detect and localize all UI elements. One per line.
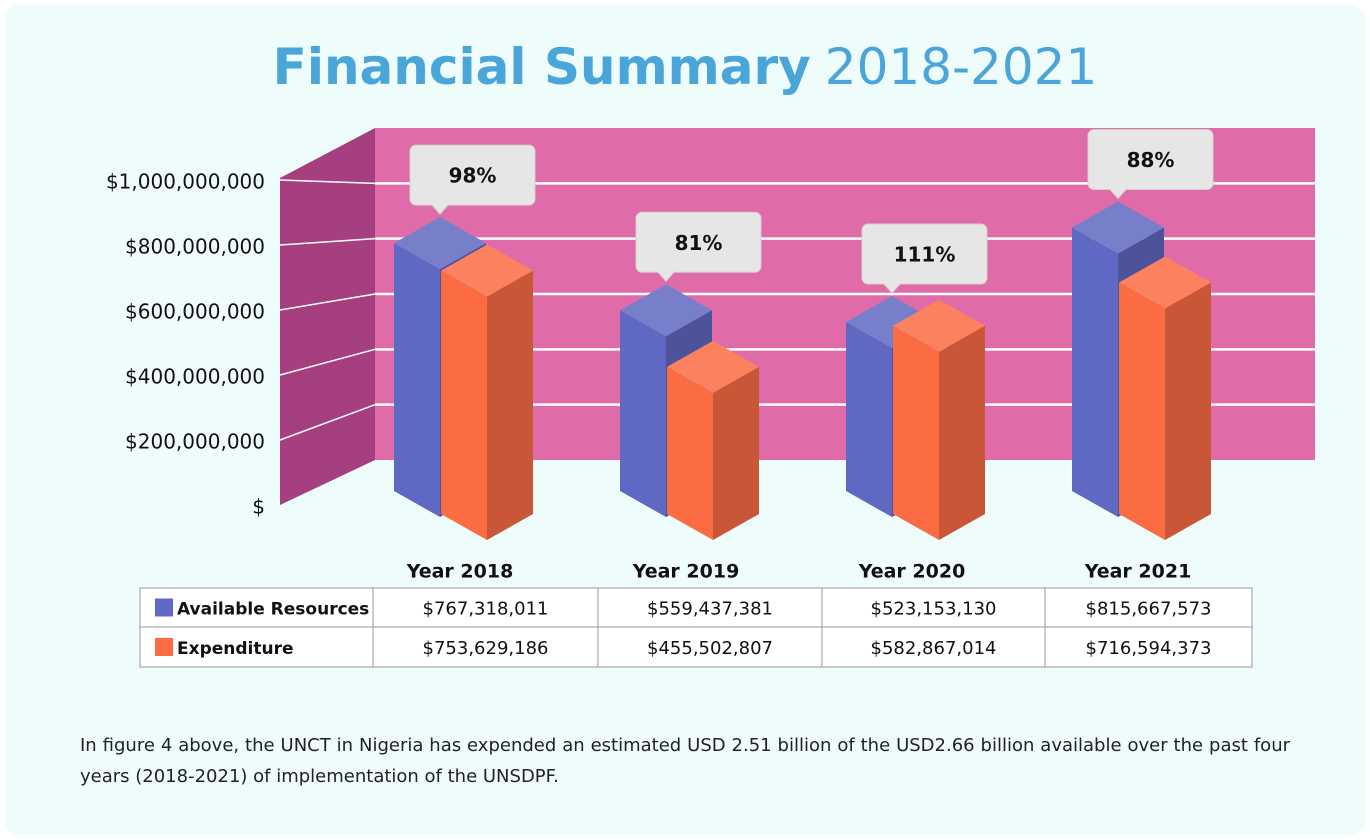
bar-top-face [620,284,712,337]
table-value: $767,318,011 [423,599,549,620]
bar-top-face [893,299,985,352]
side-grid-line [279,179,376,185]
bar-left-face [1072,227,1118,517]
table-value: $753,629,186 [423,638,549,659]
bar-right-face [1165,282,1211,540]
bar-left-face [394,243,440,517]
title-main: Financial Summary [273,38,811,96]
legend-swatch [155,598,173,617]
table-value: $559,437,381 [647,599,773,620]
bar-top-face [1072,201,1164,254]
bar [667,340,759,540]
x-tick-label: Year 2021 [1084,561,1192,583]
bar-left-face [893,325,939,540]
side-grid-line [279,237,376,246]
chart: Financial Summary 2018-2021 $ $200,000,000… [106,38,1315,668]
bar [1119,256,1211,540]
table-value: $582,867,014 [871,638,997,659]
percent-label: 98% [449,164,497,188]
bar-left-face [1119,282,1165,540]
bar-right-face [713,366,759,540]
legend-swatch [155,638,173,656]
callout [861,223,988,294]
bar-left-face [667,366,713,540]
bar-top-face [1119,256,1211,309]
caption: In figure 4 above, the UNCT in Nigeria h… [80,735,1290,787]
x-tick-label: Year 2018 [406,561,514,583]
y-tick-label: $400,000,000 [125,365,265,389]
title-years: 2018-2021 [825,38,1098,96]
callout [409,144,536,215]
percent-label: 111% [894,243,956,267]
y-tick-label: $ [252,495,265,519]
bar-left-face [620,310,666,517]
x-tick-label: Year 2019 [632,561,740,583]
side-grid-line [279,293,376,311]
bar-right-face [939,325,985,540]
y-tick-label: $600,000,000 [125,300,265,324]
bar-top-face [441,244,533,297]
y-tick-label: $800,000,000 [125,235,265,259]
callout [1087,129,1214,200]
bar-left-face [846,322,892,517]
legend-label: Available Resources [177,600,369,620]
callout [635,211,762,283]
table-value: $815,667,573 [1086,599,1212,620]
bar-right-face [487,270,533,540]
bar [893,299,985,540]
bar-top-face [667,340,759,393]
x-tick-label: Year 2020 [858,561,966,583]
side-grid-line [279,348,376,376]
chart-title: Financial Summary 2018-2021 [273,38,1098,96]
bar [441,244,533,540]
legend-label: Expenditure [177,639,294,659]
bar-top-face [394,217,486,270]
y-tick-label: $1,000,000,000 [106,170,265,194]
percent-label: 88% [1127,148,1175,172]
table-value: $716,594,373 [1086,638,1212,659]
table-value: $523,153,130 [871,599,997,620]
bar-left-face [441,270,487,540]
percent-label: 81% [675,231,723,255]
side-grid-line [279,403,376,441]
table-value: $455,502,807 [647,638,773,659]
side-wall [280,128,375,505]
y-tick-label: $200,000,000 [125,430,265,454]
